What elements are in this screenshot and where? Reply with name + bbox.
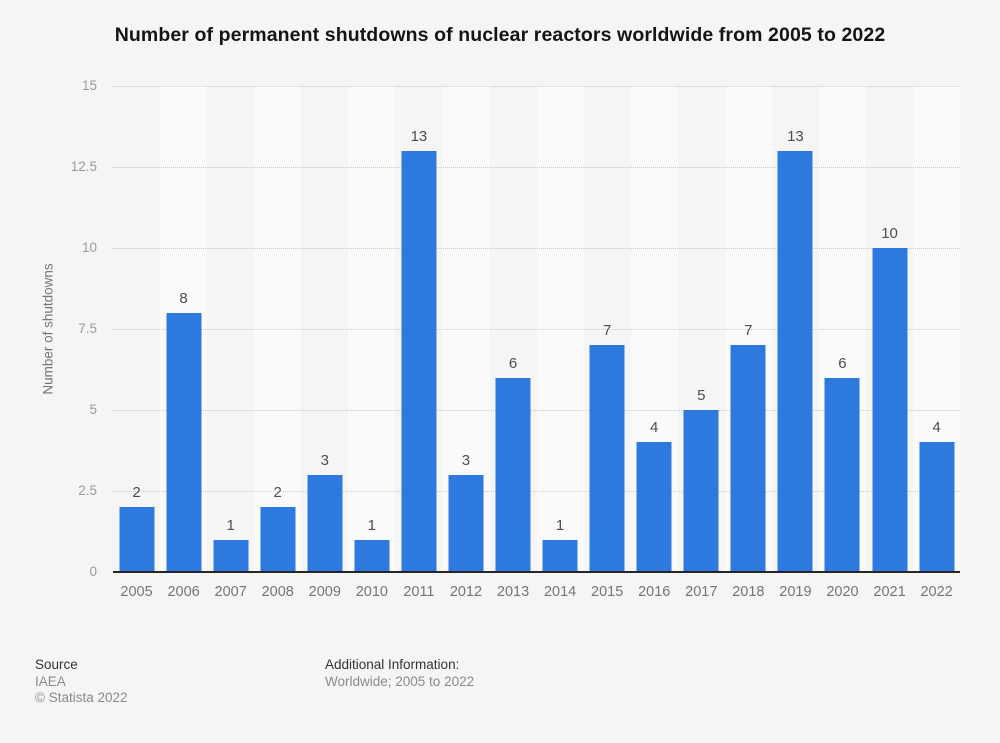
chart-title: Number of permanent shutdowns of nuclear… — [114, 24, 886, 46]
bar-2020[interactable] — [824, 377, 860, 572]
plot-area: 2 8 1 2 3 1 13 3 6 1 7 4 5 7 13 6 10 4 — [113, 86, 961, 572]
x-axis-label-2019: 2019 — [779, 584, 812, 600]
x-axis-label-2012: 2012 — [449, 584, 483, 600]
y-tick-label-10: 10 — [81, 240, 97, 255]
x-axis-label-2011: 2011 — [403, 584, 435, 600]
bar-2010[interactable] — [354, 539, 390, 572]
x-axis-label-2015: 2015 — [591, 584, 624, 600]
column-2012: 3 — [442, 86, 490, 572]
y-tick-label-0: 0 — [89, 564, 97, 579]
bar-value-label-2015: 7 — [602, 322, 612, 340]
bar-value-label-2021: 10 — [881, 225, 898, 243]
x-axis-label-2020: 2020 — [826, 584, 859, 600]
bar-2007[interactable] — [213, 539, 249, 572]
bar-value-label-2022: 4 — [932, 419, 941, 437]
y-tick-label-15: 15 — [81, 78, 97, 93]
column-2013: 6 — [490, 86, 537, 572]
bar-value-label-2006: 8 — [179, 289, 188, 307]
bar-value-label-2020: 6 — [838, 354, 847, 372]
x-axis-labels: 2005 2006 2007 2008 2009 2010 2011 2012 2013 2014… — [113, 584, 960, 600]
bar-value-label-2009: 3 — [320, 451, 329, 469]
bar-value-label-2011: 13 — [410, 127, 428, 145]
x-axis-label-2022: 2022 — [920, 584, 953, 600]
column-2022: 4 — [913, 86, 961, 572]
x-axis-label-2017: 2017 — [685, 584, 718, 600]
x-axis-label-2013: 2013 — [496, 584, 530, 600]
y-tick-label-5: 5 — [89, 402, 97, 417]
x-axis-line — [113, 571, 960, 573]
bar-2021[interactable] — [872, 248, 908, 572]
bar-value-label-2007: 1 — [226, 516, 235, 534]
column-2010: 1 — [348, 86, 396, 572]
column-2018: 7 — [724, 86, 772, 572]
column-2020: 6 — [818, 86, 866, 572]
bar-value-label-2005: 2 — [132, 484, 141, 502]
bar-2012[interactable] — [448, 474, 484, 572]
column-2011: 13 — [395, 86, 442, 572]
bar-value-label-2012: 3 — [461, 451, 471, 469]
footer-source-block: Source IAEA © Statista 2022 — [35, 657, 128, 707]
bar-value-label-2016: 4 — [650, 419, 659, 437]
bar-2019[interactable] — [777, 150, 813, 572]
y-tick-label-2.5: 2.5 — [78, 483, 97, 498]
column-2007: 1 — [207, 86, 254, 572]
source-value[interactable]: IAEA — [35, 673, 66, 689]
x-axis-label-2009: 2009 — [308, 584, 341, 600]
bar-2013[interactable] — [495, 377, 531, 572]
bar-2018[interactable] — [730, 345, 766, 572]
x-axis-label-2006: 2006 — [167, 584, 200, 600]
bar-value-label-2013: 6 — [508, 354, 518, 372]
column-2008: 2 — [254, 86, 302, 572]
bar-2008[interactable] — [260, 507, 296, 572]
column-2015: 7 — [584, 86, 631, 572]
column-2021: 10 — [866, 86, 913, 572]
bar-value-label-2008: 2 — [273, 484, 282, 502]
y-tick-label-12.5: 12.5 — [70, 159, 97, 174]
x-axis-label-2007: 2007 — [214, 584, 247, 600]
column-2019: 13 — [772, 86, 819, 572]
bar-value-label-2010: 1 — [367, 516, 377, 534]
footer-additional-info-block: Additional Information: Worldwide; 2005 … — [325, 657, 474, 690]
bar-value-label-2017: 5 — [697, 387, 706, 405]
bar-value-label-2019: 13 — [787, 127, 804, 145]
bar-2017[interactable] — [683, 410, 719, 572]
column-2005: 2 — [113, 86, 160, 572]
x-axis-label-2021: 2021 — [873, 584, 906, 600]
x-axis-label-2016: 2016 — [638, 584, 671, 600]
x-axis-label-2018: 2018 — [732, 584, 765, 600]
bar-2009[interactable] — [307, 474, 343, 572]
bar-2006[interactable] — [166, 312, 202, 572]
bar-2005[interactable] — [119, 507, 155, 572]
additional-info-label: Additional Information: — [325, 657, 460, 672]
x-axis-label-2014: 2014 — [543, 584, 577, 600]
x-axis-label-2005: 2005 — [120, 584, 153, 600]
bar-value-label-2014: 1 — [555, 516, 565, 534]
y-tick-label-7.5: 7.5 — [78, 321, 97, 336]
source-label: Source — [35, 657, 78, 672]
bar-2016[interactable] — [636, 442, 672, 572]
x-axis-label-2010: 2010 — [355, 584, 388, 600]
bar-2011[interactable] — [401, 150, 437, 572]
bar-2022[interactable] — [919, 442, 955, 572]
additional-info-value: Worldwide; 2005 to 2022 — [325, 673, 475, 689]
copyright-statista[interactable]: © Statista 2022 — [35, 690, 128, 705]
bar-value-label-2018: 7 — [744, 322, 753, 340]
bar-2014[interactable] — [542, 539, 578, 572]
bar-2015[interactable] — [589, 345, 625, 572]
x-axis-label-2008: 2008 — [261, 584, 294, 600]
